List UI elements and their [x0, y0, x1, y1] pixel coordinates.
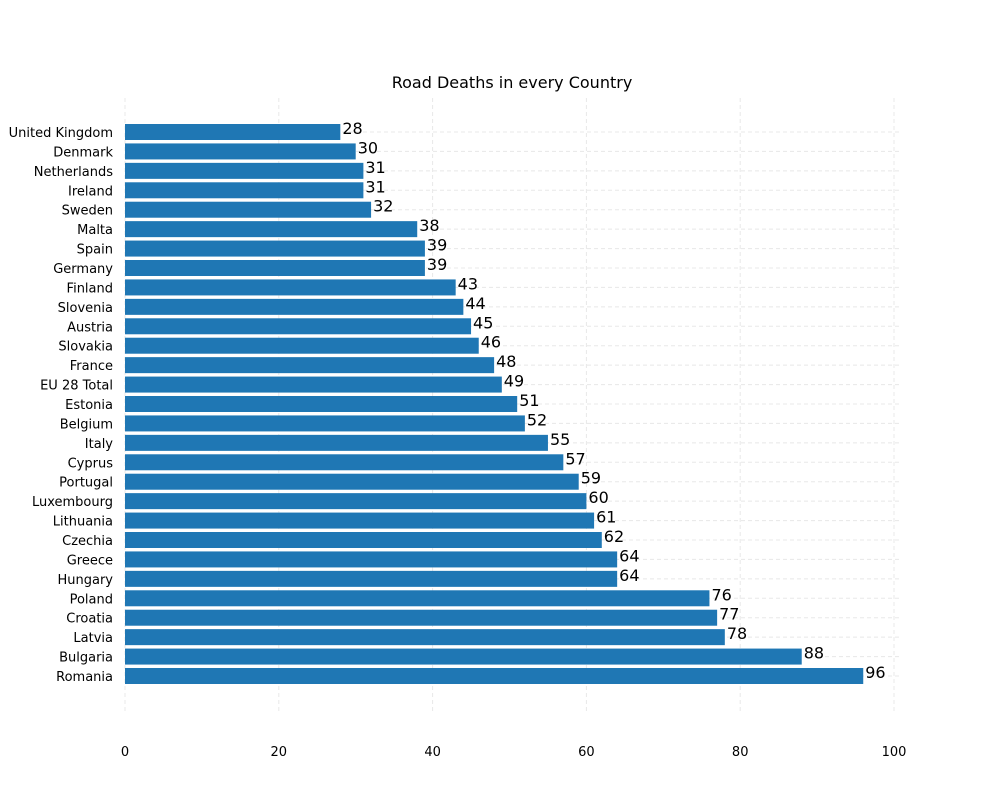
bar [125, 376, 502, 393]
category-label: Poland [70, 592, 113, 607]
x-tick-label: 100 [882, 745, 907, 760]
chart-title: Road Deaths in every Country [392, 73, 633, 92]
category-label: Denmark [53, 145, 113, 160]
data-label: 64 [619, 566, 639, 585]
data-label: 88 [804, 644, 824, 663]
bar [125, 357, 495, 374]
data-label: 45 [473, 313, 493, 332]
bar [125, 609, 718, 626]
category-label: Bulgaria [59, 651, 113, 666]
data-label: 78 [727, 624, 747, 643]
bar [125, 570, 618, 587]
category-label: Estonia [65, 398, 113, 413]
bar [125, 143, 356, 160]
data-label: 51 [519, 391, 539, 410]
bar [125, 396, 518, 412]
category-label: Hungary [57, 573, 113, 588]
bar [125, 240, 425, 257]
data-labels: 2830313132383939434445464849515255575960… [342, 119, 885, 682]
x-tick-label: 20 [271, 745, 288, 760]
bar [125, 629, 725, 646]
category-label: Malta [77, 223, 113, 238]
bar [125, 201, 372, 218]
bar [125, 434, 548, 451]
data-label: 61 [596, 508, 616, 527]
bar [125, 221, 418, 238]
bar [125, 298, 464, 315]
data-label: 32 [373, 197, 393, 216]
bar [125, 124, 341, 140]
category-label: Spain [77, 243, 113, 258]
data-label: 77 [719, 605, 739, 624]
data-label: 39 [427, 255, 447, 274]
bar [125, 279, 456, 296]
bar [125, 162, 364, 179]
x-tick-label: 80 [732, 745, 749, 760]
category-label: EU 28 Total [40, 379, 113, 394]
x-tick-label: 60 [578, 745, 595, 760]
data-label: 31 [365, 177, 385, 196]
category-label: Lithuania [53, 515, 113, 530]
bars [125, 124, 864, 684]
data-label: 31 [365, 158, 385, 177]
bar [125, 493, 587, 510]
bar [125, 454, 564, 471]
data-label: 38 [419, 216, 439, 235]
data-label: 96 [865, 663, 885, 682]
bar [125, 532, 602, 548]
data-label: 46 [481, 333, 501, 352]
category-label: Austria [67, 320, 113, 335]
bar [125, 473, 579, 490]
bar [125, 260, 425, 276]
category-label: Finland [67, 281, 113, 296]
category-label: Luxembourg [32, 495, 113, 510]
data-label: 49 [504, 372, 524, 391]
bar [125, 668, 864, 684]
bar [125, 318, 472, 335]
data-label: 30 [358, 138, 378, 157]
data-label: 64 [619, 546, 639, 565]
data-label: 44 [465, 294, 485, 313]
category-label: Portugal [59, 476, 113, 491]
category-label: Czechia [62, 534, 113, 549]
x-tick-label: 0 [121, 745, 129, 760]
data-label: 28 [342, 119, 362, 138]
data-label: 60 [588, 488, 608, 507]
category-label: United Kingdom [9, 126, 113, 141]
data-label: 39 [427, 236, 447, 255]
category-label: Greece [67, 553, 113, 568]
data-label: 52 [527, 410, 547, 429]
bar [125, 551, 618, 568]
category-label: Cyprus [68, 456, 114, 471]
category-label: Sweden [62, 204, 113, 219]
data-label: 57 [565, 449, 585, 468]
data-label: 43 [458, 274, 478, 293]
bar [125, 415, 525, 432]
category-label: Germany [53, 262, 113, 277]
category-label: Italy [85, 437, 114, 452]
data-label: 62 [604, 527, 624, 546]
data-label: 59 [581, 469, 601, 488]
category-labels: United Kingdom Denmark Netherlands Ireland S… [9, 126, 114, 685]
data-label: 76 [711, 585, 731, 604]
category-label: Belgium [60, 417, 113, 432]
bar [125, 337, 479, 354]
category-label: Slovenia [58, 301, 113, 316]
category-label: Romania [56, 670, 113, 685]
category-label: Croatia [66, 612, 113, 627]
bar [125, 590, 710, 607]
category-label: Ireland [68, 184, 113, 199]
x-tick-label: 40 [424, 745, 441, 760]
category-label: France [70, 359, 113, 374]
bar [125, 512, 595, 529]
category-label: Netherlands [34, 165, 113, 180]
x-tick-labels: 0 20 40 60 80 100 [121, 745, 907, 760]
bar [125, 182, 364, 199]
category-label: Slovakia [58, 340, 113, 355]
data-label: 55 [550, 430, 570, 449]
category-label: Latvia [73, 631, 113, 646]
data-label: 48 [496, 352, 516, 371]
bar [125, 648, 802, 665]
